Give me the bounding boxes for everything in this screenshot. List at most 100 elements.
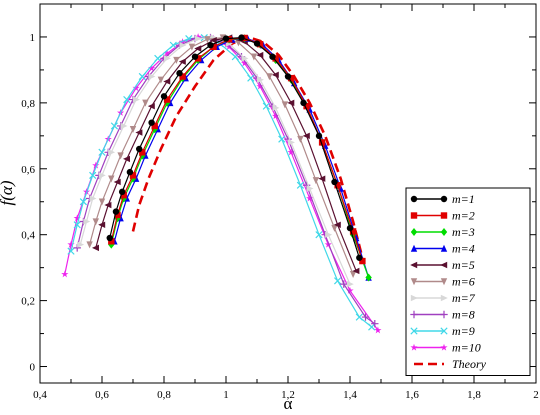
data-point [163, 96, 171, 103]
legend-marker [440, 343, 448, 351]
data-point [120, 191, 127, 199]
legend-marker [410, 228, 418, 236]
data-point [118, 188, 126, 196]
legend-item: m=2 [410, 209, 475, 223]
data-point [340, 280, 348, 288]
data-point [256, 76, 264, 83]
legend-label: m=1 [452, 192, 475, 206]
data-point [361, 313, 370, 321]
data-point [135, 129, 143, 136]
data-point [120, 122, 128, 130]
x-tick-label: 1,6 [405, 389, 419, 401]
data-point [272, 104, 280, 112]
data-point [325, 231, 333, 238]
data-point [271, 112, 280, 120]
series-line [89, 37, 354, 275]
legend: m=1 m=2 m=3 m=4 m=5 m=6 m=7 m=8 m=9 m=10 Theory [405, 187, 531, 376]
data-point [281, 101, 289, 109]
legend-marker [440, 261, 448, 269]
data-point [98, 221, 106, 229]
legend-item: m=9 [410, 324, 475, 338]
data-point [163, 78, 171, 85]
data-point [86, 241, 93, 249]
y-tick-label: 0,4 [21, 230, 35, 242]
data-point [179, 73, 186, 80]
series-layer [61, 33, 382, 334]
data-point [210, 43, 217, 51]
legend-label: m=6 [452, 275, 475, 289]
data-point [352, 267, 360, 275]
data-point [106, 234, 113, 242]
y-tick-label: 1 [30, 32, 36, 44]
data-point [163, 55, 171, 62]
series-line [79, 37, 351, 285]
data-point [287, 148, 295, 156]
data-point [300, 99, 307, 107]
data-point [148, 119, 155, 126]
data-point [132, 84, 140, 92]
legend-label: m=10 [452, 341, 481, 355]
series-m-7 [77, 34, 354, 288]
data-point [315, 132, 323, 140]
legend-label: m=5 [452, 258, 475, 272]
legend-marker [410, 327, 418, 335]
data-point [73, 221, 81, 229]
data-point [231, 53, 239, 61]
data-point [296, 181, 305, 189]
data-point [333, 277, 342, 285]
x-tick-label: 0,8 [157, 389, 171, 401]
series-line [76, 37, 376, 325]
data-point [359, 257, 366, 265]
x-tick-label: 0,4 [33, 389, 47, 401]
data-point [108, 149, 116, 156]
data-point [238, 34, 245, 41]
data-point [138, 72, 146, 81]
data-point [98, 148, 106, 156]
legend-item: m=10 [410, 341, 481, 355]
data-point [272, 55, 279, 62]
legend-marker [410, 212, 418, 219]
data-point [163, 49, 171, 57]
legend-item: Theory [414, 357, 487, 371]
legend-marker [410, 278, 418, 286]
data-point [250, 53, 258, 61]
legend-item: m=5 [410, 258, 475, 272]
data-point [194, 55, 202, 62]
legend-item: m=1 [410, 192, 475, 206]
data-point [287, 139, 295, 146]
legend-item: m=3 [410, 225, 475, 239]
data-point [129, 126, 137, 134]
data-point [142, 99, 149, 107]
data-point [139, 149, 146, 156]
data-point [269, 53, 276, 60]
y-axis-label: f(α) [0, 180, 16, 205]
legend-marker [410, 195, 418, 203]
data-point [241, 55, 249, 62]
x-tick-label: 1,8 [467, 389, 481, 401]
data-point [67, 247, 75, 255]
data-point [112, 208, 120, 215]
data-point [123, 95, 131, 104]
legend-item: m=8 [410, 308, 475, 322]
data-point [132, 96, 140, 103]
data-point [371, 319, 379, 328]
data-point [204, 36, 211, 44]
data-point [194, 45, 202, 52]
data-point [312, 177, 320, 185]
data-point [253, 40, 261, 47]
data-point [147, 102, 155, 110]
legend-marker [410, 244, 418, 252]
series-m-9 [67, 33, 376, 331]
x-tick-label: 1,4 [343, 389, 357, 401]
data-point [331, 178, 338, 186]
data-point [365, 273, 372, 282]
data-point [287, 74, 295, 82]
data-point [147, 64, 156, 72]
data-point [73, 214, 81, 222]
data-point [318, 139, 326, 146]
legend-marker [440, 212, 448, 219]
legend-label: m=9 [452, 324, 475, 338]
legend-marker [440, 327, 448, 335]
axis-ticks: 0,4 0,6 0,8 1 1,2 1,4 1,6 1,8 2 0 0,2 0,4 0,6 0,8 1 [21, 4, 539, 401]
